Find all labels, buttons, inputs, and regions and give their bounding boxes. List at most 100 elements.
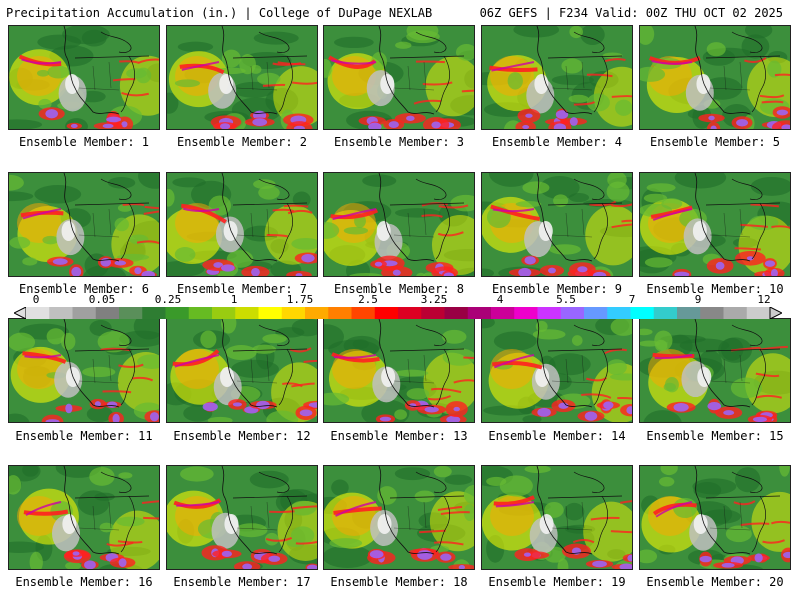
precip-map-graphic xyxy=(324,466,474,569)
colorbar-swatch xyxy=(258,307,283,319)
colorbar-tick-label: 0.05 xyxy=(88,293,116,306)
precip-map-graphic xyxy=(640,319,790,422)
colorbar-max-arrow xyxy=(769,307,782,319)
colorbar-swatch xyxy=(607,307,631,319)
precip-map-graphic xyxy=(482,26,632,129)
colorbar-swatch xyxy=(49,307,73,319)
colorbar-tick-label: 1.75 xyxy=(286,293,314,306)
precip-map-graphic xyxy=(324,26,474,129)
precip-map-graphic xyxy=(640,26,790,129)
ensemble-member-label: Ensemble Member: 13 xyxy=(330,429,468,443)
precip-map-graphic xyxy=(167,466,317,569)
precip-map-graphic xyxy=(324,173,474,276)
ensemble-map-6 xyxy=(8,172,160,277)
colorbar-swatch xyxy=(584,307,608,319)
colorbar-swatch xyxy=(491,307,515,319)
colorbar-swatch xyxy=(653,307,678,319)
ensemble-member-label: Ensemble Member: 1 xyxy=(18,135,150,149)
colorbar-tick-label: 0.25 xyxy=(154,293,182,306)
precip-map-graphic xyxy=(482,466,632,569)
ensemble-member-label: Ensemble Member: 16 xyxy=(15,575,153,589)
colorbar xyxy=(14,307,782,319)
ensemble-map-17 xyxy=(166,465,318,570)
colorbar-swatch xyxy=(746,307,771,319)
precip-map-graphic xyxy=(9,466,159,569)
colorbar-swatch xyxy=(560,307,585,319)
colorbar-tick-label: 5.5 xyxy=(556,293,576,306)
colorbar-min-arrow xyxy=(14,307,27,319)
ensemble-map-7 xyxy=(166,172,318,277)
ensemble-map-18 xyxy=(323,465,475,570)
ensemble-map-9 xyxy=(481,172,633,277)
colorbar-swatch xyxy=(72,307,97,319)
ensemble-member-label: Ensemble Member: 10 xyxy=(646,282,784,296)
ensemble-map-16 xyxy=(8,465,160,570)
colorbar-swatch xyxy=(421,307,445,319)
colorbar-swatch xyxy=(142,307,166,319)
precip-map-graphic xyxy=(167,319,317,422)
ensemble-map-14 xyxy=(481,318,633,423)
header-title-left: Precipitation Accumulation (in.) | Colle… xyxy=(6,6,433,20)
colorbar-graphic xyxy=(14,307,782,319)
ensemble-map-2 xyxy=(166,25,318,130)
colorbar-swatch xyxy=(212,307,236,319)
colorbar-swatch xyxy=(723,307,748,319)
colorbar-tick-label: 2.5 xyxy=(358,293,378,306)
ensemble-member-label: Ensemble Member: 15 xyxy=(646,429,784,443)
ensemble-map-4 xyxy=(481,25,633,130)
colorbar-tick-label: 1 xyxy=(230,293,238,306)
precip-map-graphic xyxy=(482,173,632,276)
colorbar-swatch xyxy=(467,307,492,319)
precip-map-graphic xyxy=(640,173,790,276)
ensemble-member-label: Ensemble Member: 8 xyxy=(333,282,465,296)
ensemble-member-label: Ensemble Member: 6 xyxy=(18,282,150,296)
ensemble-member-label: Ensemble Member: 20 xyxy=(646,575,784,589)
colorbar-swatch xyxy=(700,307,724,319)
ensemble-member-label: Ensemble Member: 2 xyxy=(176,135,308,149)
colorbar-tick-label: 3.25 xyxy=(420,293,448,306)
colorbar-swatch xyxy=(374,307,399,319)
precip-map-graphic xyxy=(9,26,159,129)
ensemble-member-label: Ensemble Member: 17 xyxy=(173,575,311,589)
ensemble-member-label: Ensemble Member: 5 xyxy=(649,135,781,149)
colorbar-tick-label: 12 xyxy=(757,293,771,306)
ensemble-map-5 xyxy=(639,25,791,130)
colorbar-swatch xyxy=(398,307,422,319)
precip-map-graphic xyxy=(640,466,790,569)
precip-map-graphic xyxy=(482,319,632,422)
colorbar-swatch xyxy=(26,307,50,319)
colorbar-swatch xyxy=(514,307,538,319)
colorbar-swatch xyxy=(444,307,469,319)
ensemble-member-label: Ensemble Member: 12 xyxy=(173,429,311,443)
ensemble-map-15 xyxy=(639,318,791,423)
colorbar-swatch xyxy=(328,307,352,319)
precip-map-graphic xyxy=(167,173,317,276)
colorbar-swatch xyxy=(95,307,120,319)
colorbar-swatch xyxy=(165,307,190,319)
colorbar-swatch xyxy=(188,307,213,319)
ensemble-member-label: Ensemble Member: 14 xyxy=(488,429,626,443)
ensemble-map-1 xyxy=(8,25,160,130)
ensemble-map-20 xyxy=(639,465,791,570)
ensemble-map-8 xyxy=(323,172,475,277)
ensemble-map-3 xyxy=(323,25,475,130)
ensemble-member-label: Ensemble Member: 18 xyxy=(330,575,468,589)
ensemble-member-label: Ensemble Member: 7 xyxy=(176,282,308,296)
ensemble-map-13 xyxy=(323,318,475,423)
colorbar-tick-label: 9 xyxy=(694,293,702,306)
ensemble-map-10 xyxy=(639,172,791,277)
precip-map-graphic xyxy=(324,319,474,422)
colorbar-tick-label: 4 xyxy=(496,293,504,306)
ensemble-map-19 xyxy=(481,465,633,570)
colorbar-swatch xyxy=(537,307,562,319)
colorbar-swatch xyxy=(281,307,306,319)
precip-map-graphic xyxy=(167,26,317,129)
precip-map-graphic xyxy=(9,173,159,276)
header-title-right: 06Z GEFS | F234 Valid: 00Z THU OCT 02 20… xyxy=(479,6,783,20)
ensemble-member-label: Ensemble Member: 11 xyxy=(15,429,153,443)
colorbar-swatch xyxy=(119,307,143,319)
ensemble-member-label: Ensemble Member: 19 xyxy=(488,575,626,589)
colorbar-swatch xyxy=(305,307,329,319)
ensemble-map-11 xyxy=(8,318,160,423)
ensemble-member-label: Ensemble Member: 9 xyxy=(491,282,623,296)
